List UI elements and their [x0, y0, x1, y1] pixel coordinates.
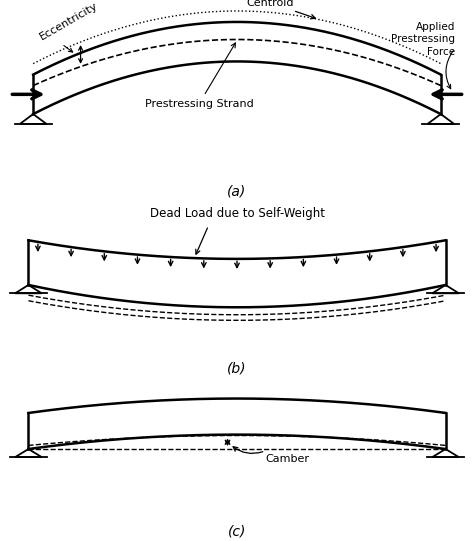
Text: (b): (b)	[227, 361, 247, 375]
Text: Prestressing Strand: Prestressing Strand	[145, 43, 254, 109]
Text: (a): (a)	[228, 184, 246, 199]
Text: Centroid: Centroid	[246, 0, 315, 19]
Text: Applied
Prestressing
Force: Applied Prestressing Force	[391, 22, 455, 57]
Text: (c): (c)	[228, 525, 246, 539]
Text: Dead Load due to Self-Weight: Dead Load due to Self-Weight	[149, 207, 325, 220]
Text: Camber: Camber	[265, 454, 310, 464]
Text: Eccentricity: Eccentricity	[38, 0, 100, 42]
